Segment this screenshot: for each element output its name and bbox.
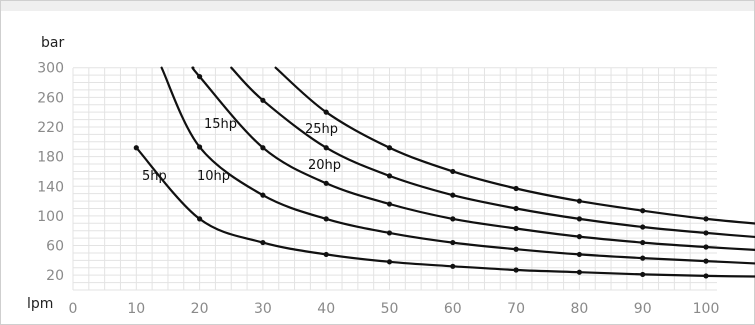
curve-5hp — [135, 146, 755, 278]
series-labels: 5hp 10hp 15hp 20hp 25hp — [142, 117, 341, 184]
x-axis-ticks: 0102030405060708090100110 — [69, 301, 720, 317]
y-axis-ticks: 20 60 100 140 180 220 260 300 — [37, 61, 64, 284]
x-tick-label: 20 — [191, 301, 209, 317]
x-tick-label: 90 — [634, 301, 652, 317]
point-10hp — [703, 258, 709, 264]
point-25hp — [576, 198, 583, 204]
point-10hp — [513, 246, 519, 252]
point-10hp — [260, 192, 266, 198]
point-15hp — [513, 225, 519, 232]
y-tick-label: 60 — [46, 239, 64, 255]
point-20hp — [703, 230, 709, 236]
point-5hp — [133, 145, 139, 151]
y-tick-label: 220 — [37, 120, 64, 136]
x-tick-label: 0 — [69, 301, 78, 317]
y-axis-label: bar — [41, 35, 64, 51]
point-10hp — [323, 216, 329, 222]
point-20hp — [640, 224, 646, 230]
point-10hp — [197, 144, 203, 150]
point-25hp — [450, 168, 456, 175]
x-tick-label: 60 — [444, 301, 462, 317]
point-20hp — [450, 192, 456, 198]
point-15hp — [640, 239, 646, 246]
point-10hp — [450, 239, 456, 246]
curve-label-10hp: 10hp — [197, 169, 230, 184]
y-tick-label: 20 — [46, 268, 64, 284]
x-tick-label: 100 — [693, 301, 720, 317]
point-10hp — [386, 230, 393, 236]
point-5hp — [386, 259, 393, 265]
y-tick-label: 300 — [37, 61, 64, 77]
point-15hp — [386, 201, 393, 207]
curve-15hp — [191, 66, 755, 252]
series-points — [133, 73, 709, 279]
point-5hp — [513, 267, 519, 273]
x-tick-label: 80 — [570, 301, 588, 317]
point-25hp — [386, 145, 393, 151]
y-tick-label: 100 — [37, 209, 64, 225]
y-tick-label: 260 — [37, 90, 64, 106]
top-band — [1, 1, 754, 11]
point-15hp — [323, 180, 329, 186]
point-20hp — [323, 145, 329, 151]
y-tick-label: 140 — [37, 179, 64, 195]
curve-20hp — [230, 66, 755, 239]
point-10hp — [576, 251, 583, 258]
point-10hp — [640, 255, 646, 261]
x-tick-label: 40 — [317, 301, 335, 317]
point-15hp — [703, 244, 709, 250]
point-25hp — [640, 208, 646, 214]
point-15hp — [260, 145, 266, 151]
y-tick-label: 180 — [37, 150, 64, 166]
curve-label-25hp: 25hp — [305, 122, 338, 137]
point-25hp — [323, 109, 329, 115]
curve-10hp — [160, 66, 755, 265]
point-5hp — [260, 239, 266, 246]
point-25hp — [703, 216, 709, 222]
curve-label-20hp: 20hp — [308, 158, 341, 173]
x-axis-label: lpm — [27, 296, 53, 312]
x-tick-label: 10 — [127, 301, 145, 317]
point-5hp — [640, 271, 646, 278]
point-20hp — [513, 205, 519, 212]
point-5hp — [197, 216, 203, 222]
point-20hp — [260, 97, 266, 103]
point-25hp — [513, 185, 519, 192]
curve-label-15hp: 15hp — [204, 117, 237, 132]
x-tick-label: 70 — [507, 301, 525, 317]
point-5hp — [323, 251, 329, 258]
point-20hp — [576, 216, 583, 222]
x-tick-label: 50 — [381, 301, 399, 317]
curve-label-5hp: 5hp — [142, 169, 167, 184]
point-5hp — [450, 263, 456, 269]
point-20hp — [386, 173, 393, 179]
point-15hp — [576, 234, 583, 240]
point-5hp — [703, 273, 709, 279]
point-15hp — [450, 216, 456, 222]
point-15hp — [197, 73, 203, 80]
point-5hp — [576, 269, 583, 275]
x-tick-label: 30 — [254, 301, 272, 317]
grid — [72, 67, 717, 291]
